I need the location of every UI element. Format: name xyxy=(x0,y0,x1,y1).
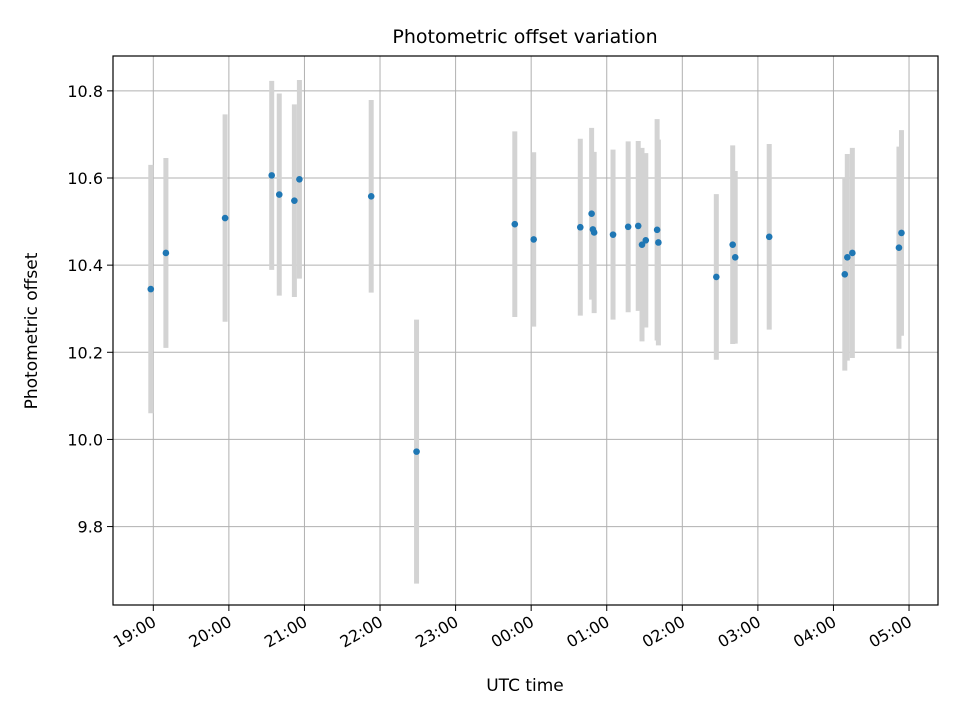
data-point xyxy=(147,285,155,293)
y-tick-label: 10.0 xyxy=(67,430,103,449)
data-point xyxy=(638,241,646,248)
data-point xyxy=(841,270,849,278)
data-point xyxy=(268,172,276,179)
data-point xyxy=(765,233,773,241)
data-point xyxy=(576,223,584,231)
data-point xyxy=(162,249,170,257)
data-point xyxy=(530,236,537,243)
data-point xyxy=(296,176,303,183)
y-axis-title: Photometric offset xyxy=(22,252,42,409)
data-point xyxy=(898,229,905,237)
data-point xyxy=(367,193,375,200)
y-tick-label: 10.8 xyxy=(67,82,103,101)
data-point xyxy=(895,244,903,252)
data-point xyxy=(291,197,298,204)
data-point xyxy=(624,223,632,231)
data-point xyxy=(413,448,420,455)
y-axis-ticks: 9.8 10.0 10.2 10.4 10.6 10.8 xyxy=(67,82,113,537)
data-points xyxy=(147,172,905,455)
data-point xyxy=(844,253,851,261)
grid xyxy=(113,56,938,605)
data-point xyxy=(642,237,650,244)
data-point xyxy=(729,241,736,248)
data-point xyxy=(655,239,662,246)
data-point xyxy=(221,214,229,222)
y-tick-label: 10.2 xyxy=(67,343,103,362)
data-point xyxy=(713,273,720,281)
data-point xyxy=(275,191,283,198)
data-point xyxy=(588,210,595,218)
x-axis-title: UTC time xyxy=(486,676,564,696)
data-point xyxy=(634,222,642,230)
chart-title: Photometric offset variation xyxy=(392,26,657,48)
y-tick-label: 10.6 xyxy=(67,169,103,188)
data-point xyxy=(653,226,661,234)
data-point xyxy=(590,229,598,236)
data-point xyxy=(731,253,739,261)
y-tick-label: 9.8 xyxy=(78,518,103,537)
data-point xyxy=(609,231,617,238)
data-point xyxy=(511,220,519,228)
data-point xyxy=(849,249,856,257)
y-tick-label: 10.4 xyxy=(67,256,103,275)
plot-frame xyxy=(112,55,939,606)
